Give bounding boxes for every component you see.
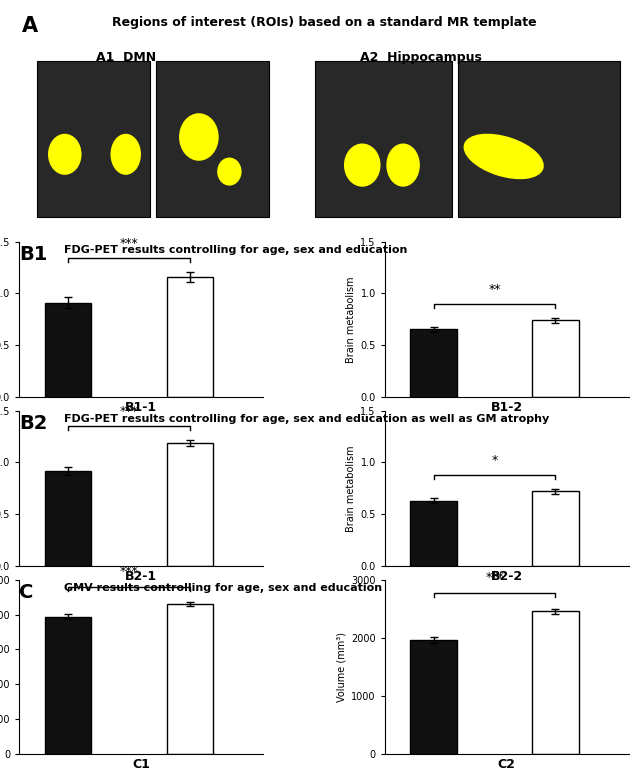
- Legend: AD, NC: AD, NC: [457, 244, 542, 263]
- Text: B1: B1: [19, 245, 48, 264]
- Y-axis label: Brain metabolism: Brain metabolism: [346, 276, 356, 363]
- Text: *: *: [491, 455, 498, 468]
- Ellipse shape: [48, 134, 81, 175]
- Text: C: C: [19, 583, 34, 602]
- Ellipse shape: [344, 144, 380, 186]
- Text: B2: B2: [19, 414, 48, 433]
- FancyBboxPatch shape: [315, 61, 452, 217]
- Y-axis label: Volume (mm³): Volume (mm³): [337, 632, 347, 702]
- Ellipse shape: [110, 134, 141, 175]
- Ellipse shape: [386, 144, 420, 186]
- Text: **: **: [488, 284, 501, 296]
- FancyBboxPatch shape: [156, 61, 269, 217]
- X-axis label: C1: C1: [132, 758, 150, 771]
- Text: GMV results controlling for age, sex and education: GMV results controlling for age, sex and…: [64, 583, 382, 593]
- FancyBboxPatch shape: [458, 61, 620, 217]
- Text: ***: ***: [119, 237, 138, 250]
- Text: A2  Hippocampus: A2 Hippocampus: [361, 51, 483, 64]
- Bar: [166, 605, 213, 754]
- X-axis label: B2-2: B2-2: [491, 570, 523, 583]
- Text: ***: ***: [119, 565, 138, 578]
- Bar: [44, 617, 91, 754]
- Ellipse shape: [464, 134, 544, 179]
- Text: ***: ***: [485, 571, 504, 584]
- Bar: [532, 611, 578, 754]
- Bar: [166, 277, 213, 397]
- Bar: [410, 640, 457, 754]
- X-axis label: B1-2: B1-2: [491, 401, 523, 414]
- Bar: [410, 500, 457, 566]
- Bar: [44, 472, 91, 566]
- X-axis label: B1-1: B1-1: [125, 401, 157, 414]
- Bar: [44, 303, 91, 397]
- Text: FDG-PET results controlling for age, sex and education: FDG-PET results controlling for age, sex…: [64, 245, 407, 255]
- Y-axis label: Brain metabolism: Brain metabolism: [346, 445, 356, 531]
- Bar: [532, 491, 578, 566]
- Ellipse shape: [217, 158, 241, 186]
- FancyBboxPatch shape: [37, 61, 150, 217]
- Bar: [410, 329, 457, 397]
- Text: Regions of interest (ROIs) based on a standard MR template: Regions of interest (ROIs) based on a st…: [112, 16, 536, 29]
- Bar: [166, 443, 213, 566]
- Ellipse shape: [179, 113, 218, 161]
- X-axis label: B2-1: B2-1: [125, 570, 157, 583]
- Text: A: A: [22, 16, 38, 36]
- Text: ***: ***: [119, 405, 138, 418]
- Bar: [532, 320, 578, 397]
- Text: A1  DMN: A1 DMN: [96, 51, 156, 64]
- Text: FDG-PET results controlling for age, sex and education as well as GM atrophy: FDG-PET results controlling for age, sex…: [64, 414, 549, 424]
- X-axis label: C2: C2: [498, 758, 516, 771]
